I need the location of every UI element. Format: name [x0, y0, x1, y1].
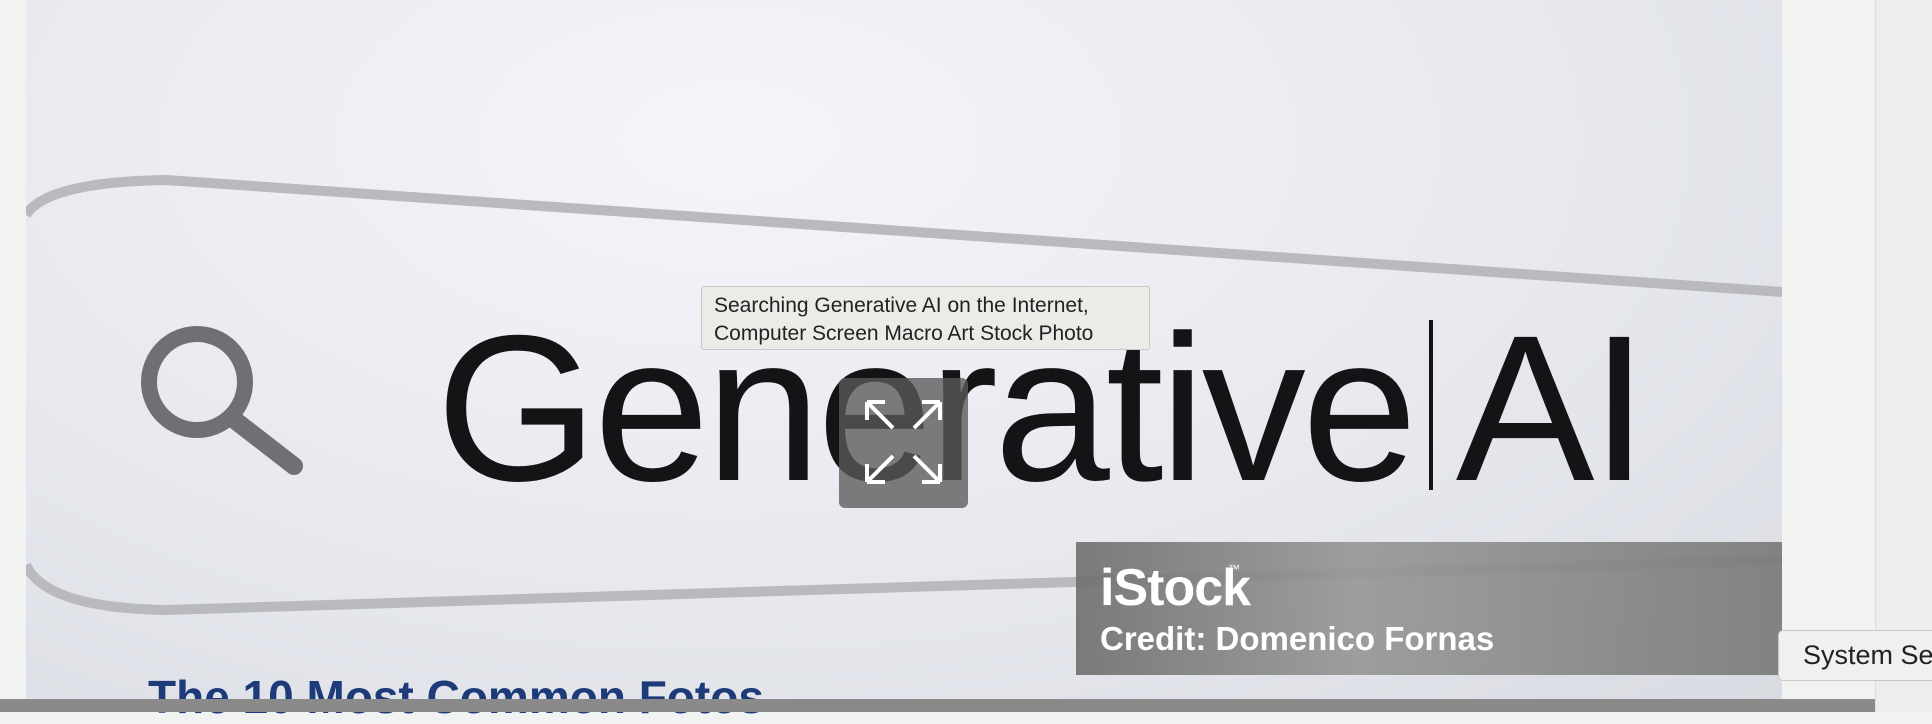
article-heading[interactable]: The 10 Most Common Fotos: [148, 671, 764, 723]
bottom-bar: [0, 699, 1932, 712]
tooltip: Searching Generative AI on the Internet,…: [701, 286, 1150, 350]
brand: iStock: [1100, 559, 1251, 617]
watermark: iStock ™ Credit: Domenico Fornas: [1076, 542, 1782, 675]
expand-button[interactable]: [839, 378, 968, 508]
credit: Credit: Domenico Fornas: [1100, 620, 1495, 657]
sidebar: [1875, 0, 1932, 712]
tooltip-line: Computer Screen Macro Art Stock Photo: [714, 322, 1094, 345]
system-tooltip: System Se: [1778, 630, 1932, 681]
expand-icon: [865, 400, 942, 484]
stock-photo[interactable]: Generative AI: [26, 0, 1782, 699]
tooltip-line: Searching Generative AI on the Internet,: [714, 294, 1089, 317]
search-bar-outline: [26, 555, 1782, 616]
search-icon: [223, 409, 303, 475]
search-icon: [141, 326, 253, 438]
trademark: ™: [1228, 562, 1240, 576]
search-bar-outline: [26, 174, 1782, 297]
